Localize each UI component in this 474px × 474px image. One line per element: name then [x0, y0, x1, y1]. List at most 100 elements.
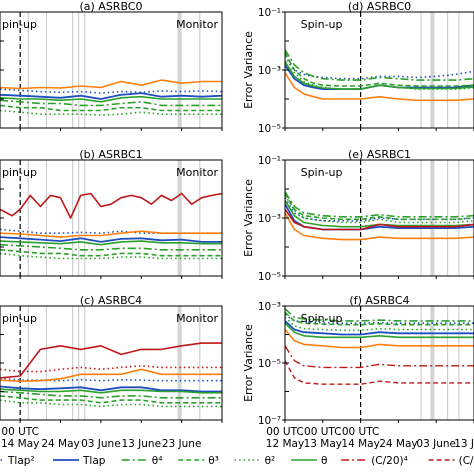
panel-title: (d) ASRBC0 [348, 0, 411, 13]
legend-label: θ³ [208, 455, 219, 467]
monitor-band [177, 306, 182, 420]
series-line-theta3 [285, 311, 474, 326]
panels: (a) ASRBC0 pin-up Monitor (b) ASRBC1 pin-up M… [0, 0, 474, 450]
series-line-orange [285, 328, 474, 349]
series-group [285, 49, 474, 102]
series-line-theta3 [0, 104, 222, 112]
monitor-label: Monitor [176, 312, 218, 325]
series-line-tlap2 [0, 88, 222, 94]
y-tick-label: 10⁻³ [258, 213, 281, 225]
series-line-theta4 [285, 49, 474, 81]
series-line-red [0, 342, 222, 379]
series-line-theta [0, 240, 222, 246]
y-tick-label: 10⁻⁵ [258, 358, 281, 370]
spinup-label: pin-up [2, 166, 37, 179]
legend-label: θ⁴ [152, 455, 163, 467]
panel-title: (a) ASRBC0 [79, 0, 142, 13]
series-line-tlap2 [285, 197, 474, 222]
monitor-label: Monitor [176, 18, 218, 31]
x-tick-label: 24 May [41, 438, 79, 450]
panel-c: (c) ASRBC4 pin-up Monitor 00 UTC 14 May 24 Ma… [0, 294, 223, 450]
x-tick-label: 03 June [416, 438, 456, 450]
y-tick-label: 10⁻¹ [258, 155, 281, 167]
legend-item-theta2: θ² [234, 455, 276, 467]
series-line-orange [285, 72, 474, 102]
x-tick-label: 00 UTC 14 May [1, 426, 39, 450]
legend: Tlap² Tlap θ⁴ θ³ θ² θ (C/20)⁴ (C/20)³ [0, 455, 474, 467]
spinup-label: pin-up [2, 312, 37, 325]
series-line-theta3 [0, 249, 222, 257]
series-line-theta2 [285, 55, 474, 90]
series-group [0, 342, 222, 408]
legend-label: θ² [265, 455, 276, 467]
legend-label: (C/20)⁴ [371, 455, 408, 467]
series-line-theta4 [285, 308, 474, 322]
y-tick-label: 10⁻⁷ [258, 415, 281, 427]
legend-label: (C/20)³ [459, 455, 474, 467]
y-axis-label: Error Variance [242, 324, 255, 402]
series-line-theta3 [0, 395, 222, 404]
series-line-orange [0, 230, 222, 238]
x-tick-label: 00 UTC 14 May [341, 426, 379, 450]
series-line-theta2 [0, 399, 222, 408]
series-line-theta3 [285, 52, 474, 87]
event-lines [360, 12, 460, 128]
series-line-red_dashdot1 [285, 345, 474, 369]
series-line-theta [285, 200, 474, 228]
axes-frame [0, 11, 223, 129]
legend-item-c20_4: (C/20)⁴ [341, 455, 408, 467]
spinup-label: Spin-up [301, 18, 343, 31]
series-line-theta4 [0, 99, 222, 107]
legend-item-tlap: Tlap [53, 455, 106, 467]
y-axis-label: Error Variance [242, 31, 255, 109]
y-tick-label: 10⁻³ [258, 301, 281, 313]
series-line-orange [0, 368, 222, 383]
series-line-orange [285, 212, 474, 241]
series-line-red_dotted [0, 364, 222, 373]
spinup-label: Spin-up [301, 166, 343, 179]
series-line-tlap2 [285, 313, 474, 325]
legend-item-theta4: θ⁴ [121, 455, 163, 467]
series-group [0, 192, 222, 260]
legend-item-c20_3: (C/20)³ [428, 455, 474, 467]
spinup-label: Spin-up [301, 312, 343, 325]
series-line-theta [285, 60, 474, 90]
series-line-theta2 [0, 109, 222, 116]
x-tick-label: 13 June [121, 438, 161, 450]
monitor-band [177, 12, 182, 128]
panel-b: (b) ASRBC1 pin-up Monitor [0, 148, 223, 279]
series-line-red [285, 208, 474, 231]
panel-title: (e) ASRBC1 [348, 148, 411, 161]
monitor-band [430, 160, 435, 276]
series-line-theta3 [285, 193, 474, 221]
x-tick-label: 24 May [379, 438, 417, 450]
event-lines [19, 12, 201, 128]
series-line-theta4 [0, 243, 222, 251]
series-line-theta4 [0, 390, 222, 399]
y-tick-label: 10⁻³ [258, 65, 281, 77]
legend-item-theta3: θ³ [178, 455, 219, 467]
series-group [0, 79, 222, 116]
series-line-tlap [0, 92, 222, 100]
series-line-red [0, 192, 222, 219]
event-lines [19, 160, 201, 276]
series-line-theta [0, 388, 222, 394]
series-line-tlap2 [285, 55, 474, 80]
series-line-tlap [0, 385, 222, 393]
event-lines [360, 160, 460, 276]
x-tick-label: 00 UTC 13 May [304, 426, 342, 450]
series-group [285, 308, 474, 385]
x-tick-label: 03 June [81, 438, 121, 450]
y-axis-label: Error Variance [242, 179, 255, 257]
event-lines [19, 306, 201, 420]
series-line-theta2 [285, 316, 474, 332]
y-tick-label: 10⁻⁵ [258, 123, 281, 135]
axes-frame [0, 305, 223, 421]
series-line-theta2 [285, 194, 474, 224]
series-line-tlap [0, 236, 222, 243]
panel-title: (f) ASRBC4 [349, 294, 409, 307]
x-tick-label: 13 June [454, 438, 474, 450]
legend-label: Tlap [82, 455, 106, 467]
